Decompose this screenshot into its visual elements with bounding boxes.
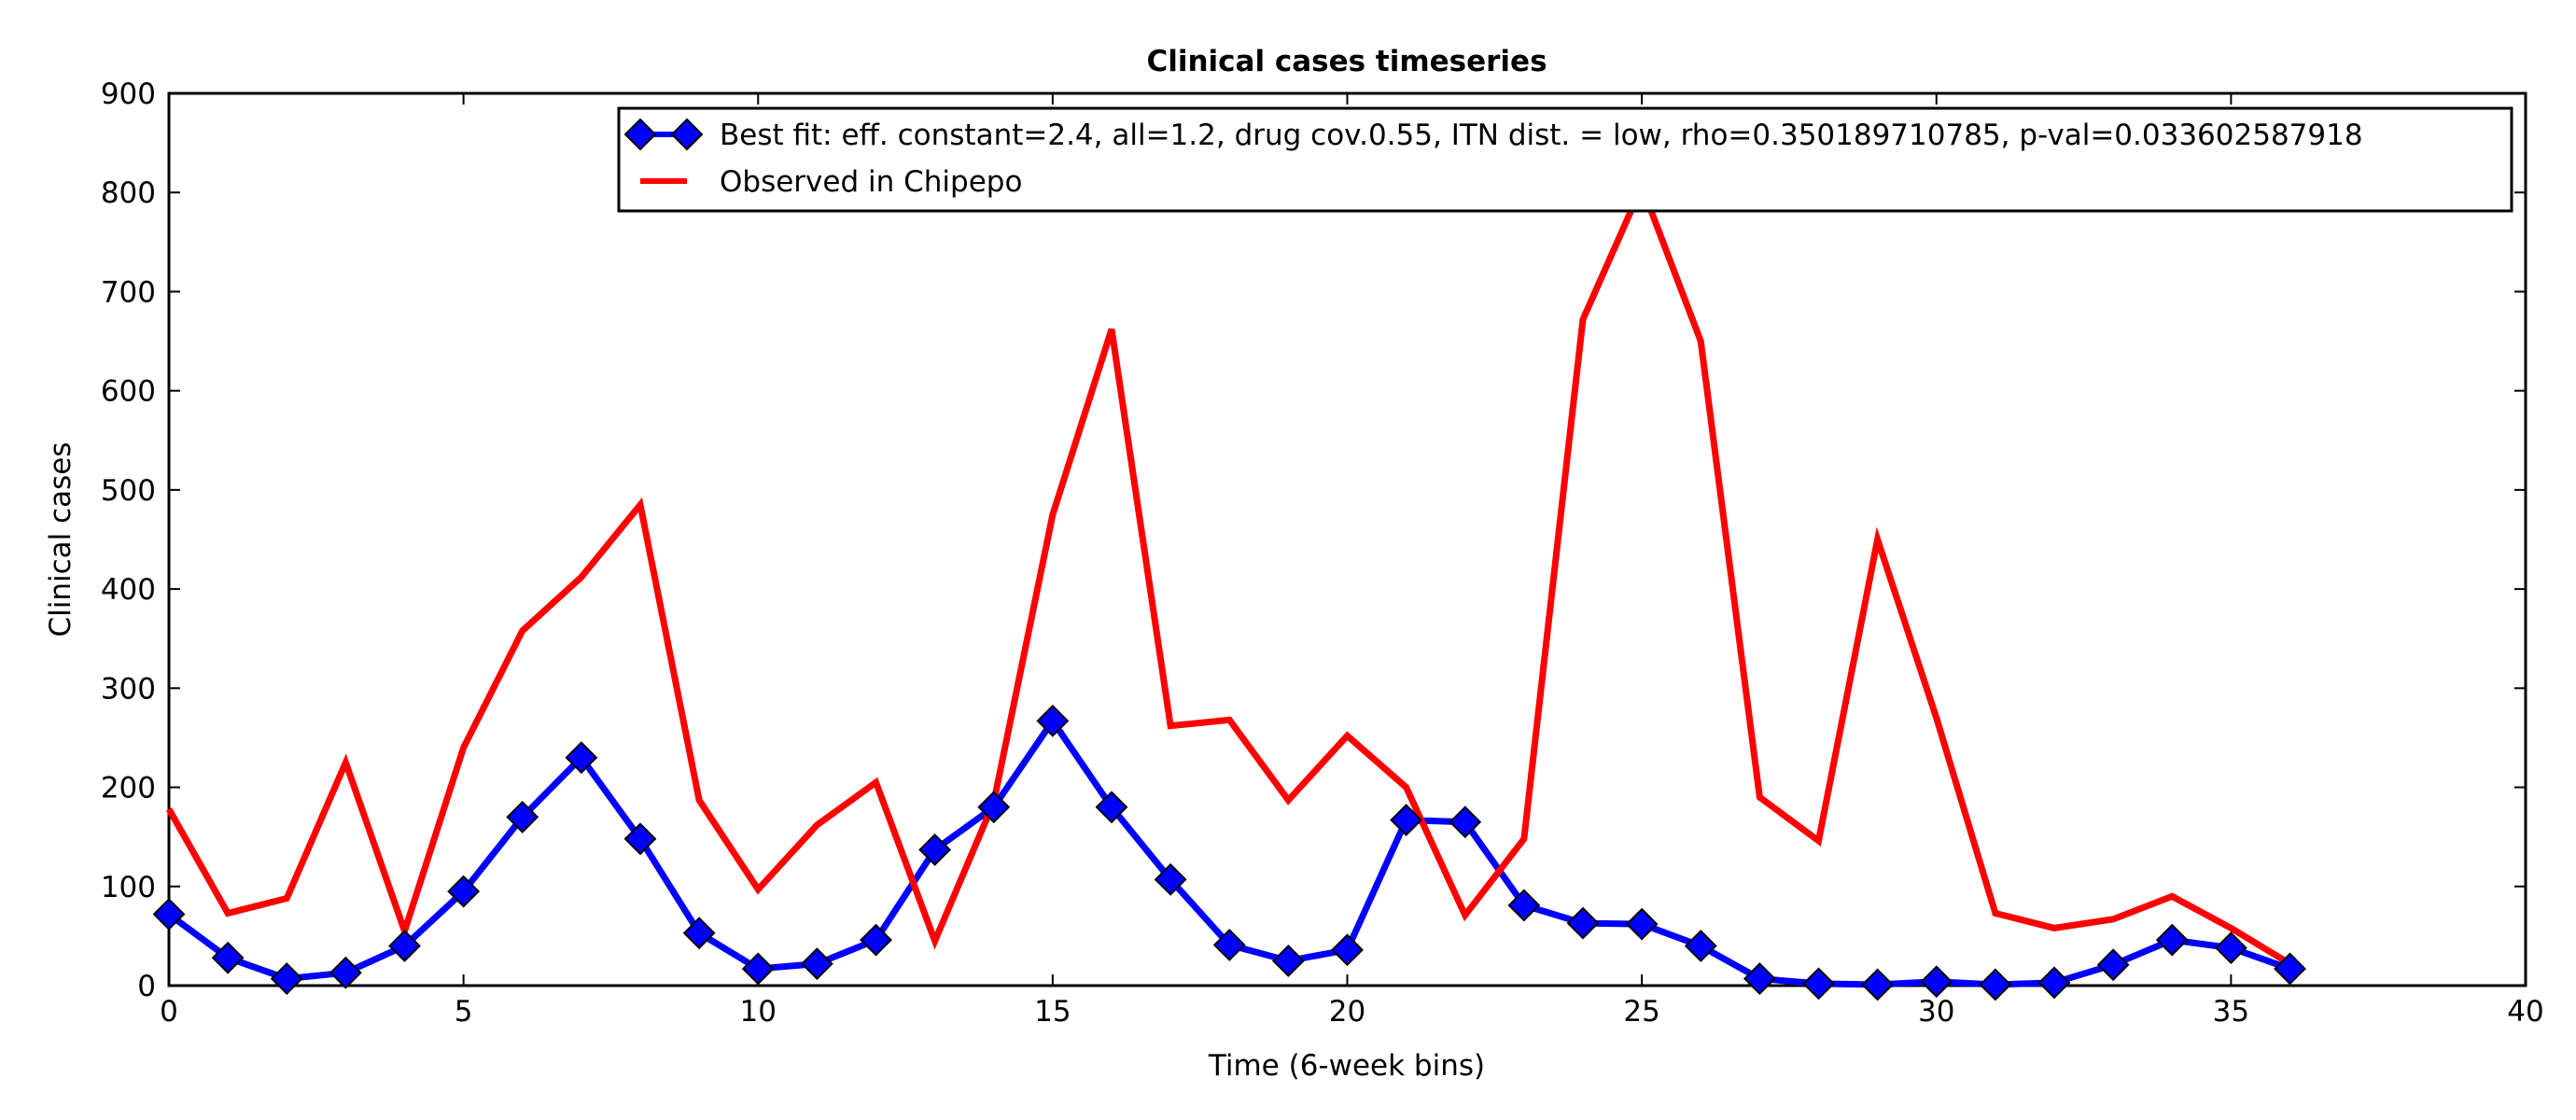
legend-entry-best-fit: Best fit: eff. constant=2.4, all=1.2, dr… bbox=[623, 118, 2363, 152]
y-tick-label: 400 bbox=[101, 573, 156, 607]
best-fit-point bbox=[1331, 933, 1364, 967]
best-fit-point bbox=[1920, 965, 1953, 999]
x-tick-label: 40 bbox=[2507, 995, 2543, 1029]
best-fit-point bbox=[152, 898, 186, 931]
y-tick-label: 900 bbox=[101, 77, 156, 111]
best-fit-point bbox=[1271, 945, 1305, 977]
best-fit-point bbox=[1036, 704, 1070, 737]
y-axis-label: Clinical cases bbox=[44, 441, 77, 637]
legend-label-observed: Observed in Chipepo bbox=[720, 165, 1022, 199]
best-fit-point bbox=[741, 952, 775, 986]
best-fit-point bbox=[1212, 929, 1246, 961]
best-fit-point bbox=[977, 791, 1011, 824]
y-tick-label: 300 bbox=[101, 672, 156, 706]
x-tick-label: 30 bbox=[1918, 995, 1954, 1029]
x-axis-label: Time (6-week bins) bbox=[1208, 1049, 1485, 1083]
x-tick-label: 25 bbox=[1623, 995, 1659, 1029]
x-tick-label: 15 bbox=[1034, 995, 1071, 1029]
legend-label-best-fit: Best fit: eff. constant=2.4, all=1.2, dr… bbox=[720, 119, 2363, 152]
y-tick-label: 500 bbox=[101, 474, 156, 508]
best-fit-point bbox=[800, 947, 833, 981]
best-fit-point bbox=[2274, 952, 2306, 986]
best-fit-point bbox=[1507, 889, 1541, 922]
y-tick-label: 700 bbox=[101, 275, 156, 309]
best-fit-point bbox=[211, 941, 245, 974]
plot-area bbox=[167, 91, 2527, 987]
best-fit-point bbox=[1743, 962, 1776, 995]
best-fit-point bbox=[623, 822, 657, 856]
y-tick-label: 800 bbox=[101, 176, 156, 210]
best-fit-point bbox=[2096, 948, 2130, 982]
best-fit-point bbox=[1390, 804, 1423, 837]
best-fit-point bbox=[565, 741, 598, 775]
x-tick-label: 35 bbox=[2213, 995, 2249, 1029]
best-fit-point bbox=[682, 917, 716, 950]
x-tick-label: 0 bbox=[160, 995, 178, 1029]
best-fit-point bbox=[1154, 862, 1187, 896]
series-layer bbox=[152, 177, 2306, 1001]
best-fit-point bbox=[860, 923, 892, 957]
legend-box bbox=[617, 106, 2513, 213]
best-fit-point bbox=[2214, 931, 2247, 965]
y-tick-label: 200 bbox=[101, 772, 156, 805]
y-tick-label: 600 bbox=[101, 375, 156, 409]
legend-marker-best-fit-left bbox=[623, 118, 657, 151]
plot-frame bbox=[167, 91, 2527, 987]
best-fit-point bbox=[2155, 923, 2189, 957]
best-fit-point bbox=[1566, 906, 1600, 940]
best-fit-point bbox=[2037, 966, 2071, 1000]
best-fit-point bbox=[329, 956, 362, 989]
y-tick-label: 100 bbox=[101, 871, 156, 904]
y-tick-label: 0 bbox=[137, 970, 156, 1003]
axis-ticks: 0 5 10 15 20 25 30 35 40010020030040050060070080… bbox=[101, 77, 2544, 1029]
best-fit-point bbox=[1979, 968, 2012, 1001]
best-fit-point bbox=[1684, 930, 1717, 962]
series-line-observed bbox=[165, 177, 2292, 967]
best-fit-point bbox=[1861, 968, 1895, 1001]
legend-marker-best-fit-right bbox=[670, 118, 704, 151]
best-fit-point bbox=[1449, 805, 1482, 839]
x-tick-label: 20 bbox=[1329, 995, 1365, 1029]
legend-entry-observed: Observed in Chipepo bbox=[640, 165, 1022, 199]
best-fit-point bbox=[1802, 967, 1835, 1001]
best-fit-point bbox=[1625, 907, 1659, 941]
chart-title: Clinical cases timeseries bbox=[1146, 45, 1547, 78]
best-fit-point bbox=[918, 833, 952, 866]
x-tick-label: 5 bbox=[455, 995, 473, 1029]
x-tick-label: 10 bbox=[740, 995, 777, 1029]
best-fit-point bbox=[388, 930, 421, 962]
best-fit-point bbox=[447, 875, 481, 908]
best-fit-point bbox=[506, 801, 539, 833]
legend: Best fit: eff. constant=2.4, all=1.2, dr… bbox=[617, 106, 2513, 213]
best-fit-point bbox=[1095, 791, 1128, 824]
best-fit-point bbox=[270, 962, 303, 995]
